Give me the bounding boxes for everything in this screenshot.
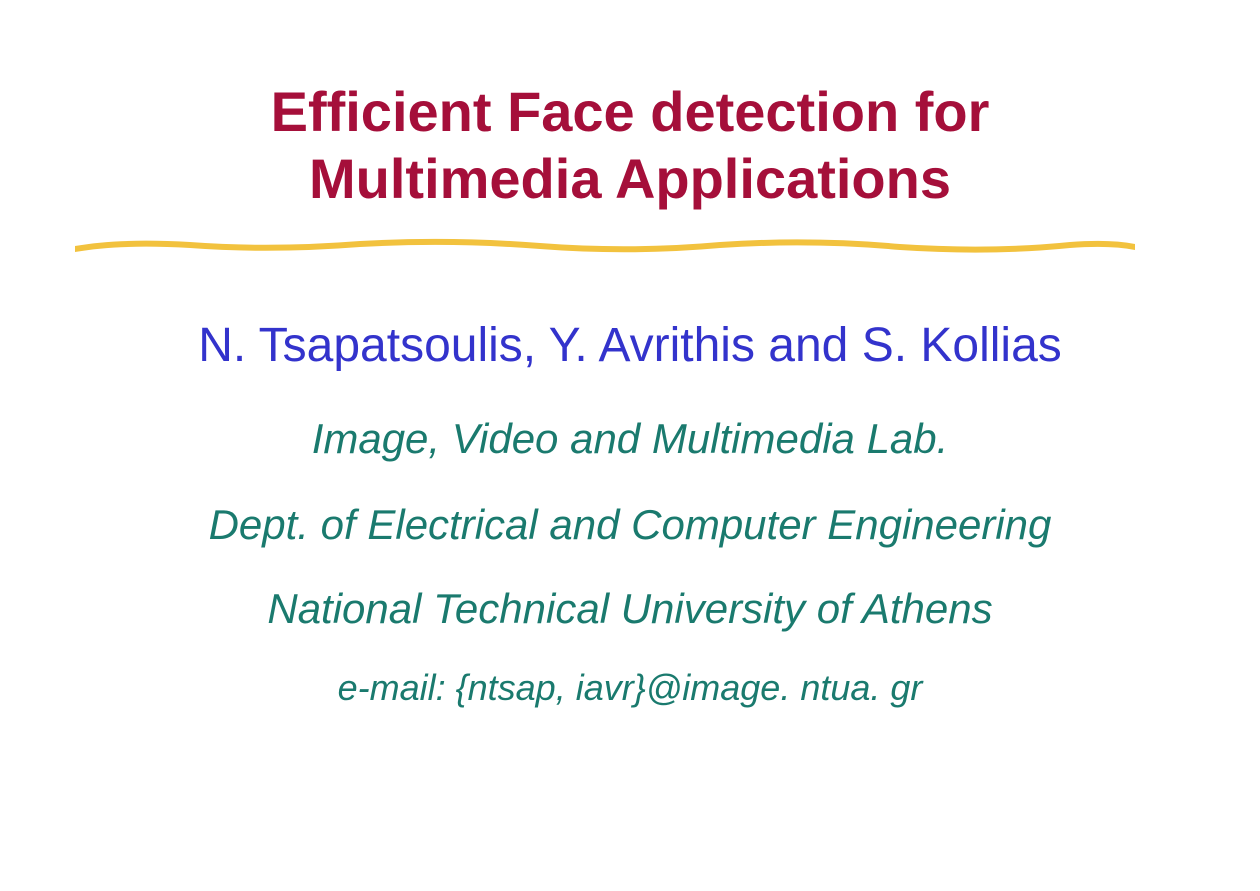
affiliation-university: National Technical University of Athens	[0, 585, 1260, 633]
title-line-1: Efficient Face detection for	[0, 78, 1260, 145]
slide-title: Efficient Face detection for Multimedia …	[0, 78, 1260, 212]
affiliation-dept: Dept. of Electrical and Computer Enginee…	[0, 501, 1260, 549]
affiliation-email: e-mail: {ntsap, iavr}@image. ntua. gr	[0, 667, 1260, 709]
brush-stroke-icon	[70, 230, 1140, 258]
slide: Efficient Face detection for Multimedia …	[0, 0, 1260, 891]
affiliation-lab: Image, Video and Multimedia Lab.	[0, 415, 1260, 463]
title-line-2: Multimedia Applications	[0, 145, 1260, 212]
authors: N. Tsapatsoulis, Y. Avrithis and S. Koll…	[0, 318, 1260, 373]
title-underline	[70, 230, 1140, 258]
